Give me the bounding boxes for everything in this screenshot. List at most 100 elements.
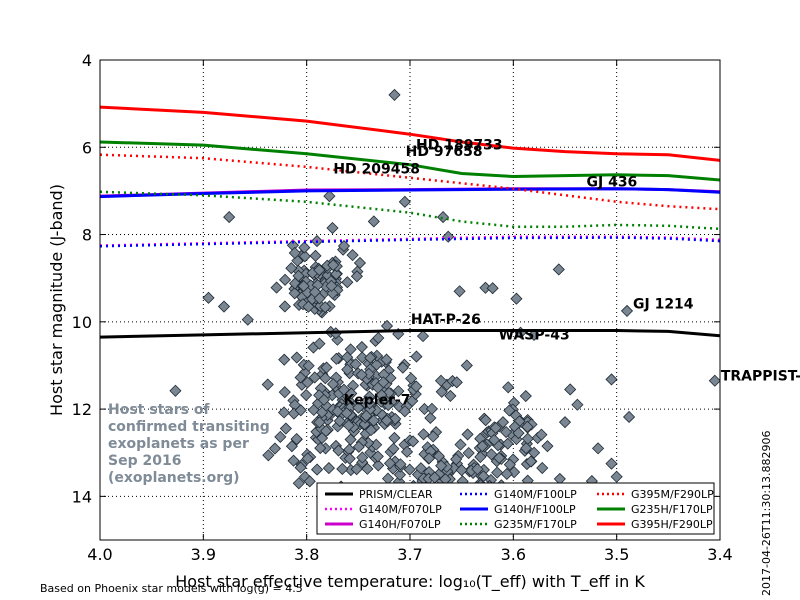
star-point <box>437 211 450 224</box>
star-point <box>383 457 397 470</box>
star-point <box>453 285 466 298</box>
star-point <box>364 351 377 364</box>
series-line <box>100 329 720 339</box>
star-point <box>278 273 292 286</box>
star-point <box>520 442 533 455</box>
x-axis-label: Host star effective temperature: log₁₀(T… <box>175 572 645 592</box>
star-point <box>278 353 291 366</box>
star-point <box>292 269 305 282</box>
star-point <box>444 389 457 402</box>
star-point <box>450 376 463 389</box>
star-point <box>552 263 565 276</box>
series-line <box>100 187 720 199</box>
star-point <box>460 359 473 372</box>
star-point <box>605 373 618 386</box>
star-point <box>394 458 407 471</box>
star-point <box>262 449 275 462</box>
star-point <box>332 444 345 457</box>
star-point <box>356 351 369 364</box>
star-point <box>605 457 618 470</box>
star-point <box>277 406 291 419</box>
star-point <box>360 409 373 422</box>
star-point <box>372 331 385 345</box>
star-point <box>410 380 423 393</box>
star-point <box>398 405 411 418</box>
legend-label: G140H/F100LP <box>494 503 576 516</box>
star-point <box>425 402 439 415</box>
star-point <box>319 372 332 385</box>
star-point <box>302 300 315 313</box>
star-name-label: WASP-43 <box>499 327 570 343</box>
star-point <box>290 432 303 446</box>
star-point <box>620 304 634 317</box>
star-point <box>396 361 409 374</box>
x-tick-label: 4.0 <box>87 545 112 564</box>
star-name-label: Kepler-7 <box>344 393 411 409</box>
star-name-label: GJ 1214 <box>633 297 694 313</box>
star-point <box>434 374 448 387</box>
star-point <box>427 430 440 443</box>
y-tick-label: 6 <box>82 138 92 157</box>
star-point <box>355 340 368 354</box>
star-point <box>499 425 513 439</box>
star-point <box>292 477 305 490</box>
star-point <box>343 452 356 465</box>
star-point <box>512 427 525 440</box>
legend-label: G395M/F290LP <box>631 488 714 501</box>
star-point <box>476 440 489 453</box>
star-point <box>314 442 327 455</box>
star-point <box>564 383 577 396</box>
star-point <box>541 440 554 453</box>
star-point <box>341 351 354 364</box>
star-point <box>502 381 515 394</box>
star-point <box>524 455 537 468</box>
star-point <box>388 88 401 101</box>
timestamp: 2017-04-26T11:30:13.882906 <box>760 430 773 596</box>
star-point <box>496 416 510 429</box>
star-point <box>301 452 314 465</box>
x-tick-label: 3.5 <box>604 545 629 564</box>
star-point <box>202 291 215 304</box>
star-point <box>337 239 351 253</box>
star-point <box>403 463 416 476</box>
star-name-label: HD 209458 <box>333 161 420 177</box>
star-point <box>623 410 636 424</box>
star-point <box>294 371 307 384</box>
star-point <box>350 270 363 283</box>
star-point <box>592 442 605 455</box>
star-point <box>387 442 400 455</box>
star-point <box>169 384 182 397</box>
star-point <box>319 301 332 314</box>
legend-label: G140H/F070LP <box>359 518 441 531</box>
star-point <box>313 337 326 350</box>
star-point <box>388 431 401 444</box>
star-name-label: TRAPPIST-1 <box>721 369 800 385</box>
star-point <box>486 282 499 295</box>
star-point <box>300 388 313 402</box>
star-point <box>380 414 393 427</box>
star-point <box>571 398 584 411</box>
star-point <box>500 467 513 481</box>
star-point <box>279 422 292 435</box>
star-point <box>536 461 549 475</box>
star-point <box>261 378 274 391</box>
star-point <box>503 404 516 417</box>
star-point <box>330 268 343 281</box>
star-name-label: HD 97658 <box>406 144 483 160</box>
star-point <box>342 419 355 432</box>
star-point <box>462 446 475 460</box>
star-point <box>363 397 376 410</box>
star-point <box>435 459 448 472</box>
star-point <box>326 287 339 300</box>
series-line <box>100 153 720 211</box>
star-point <box>424 411 437 425</box>
star-point <box>285 262 298 275</box>
star-point <box>371 381 384 394</box>
star-point <box>479 414 492 427</box>
star-point <box>485 448 498 461</box>
legend-label: G140M/F100LP <box>494 488 577 501</box>
star-point <box>346 249 359 262</box>
star-point <box>367 215 380 228</box>
y-tick-label: 4 <box>82 51 92 70</box>
